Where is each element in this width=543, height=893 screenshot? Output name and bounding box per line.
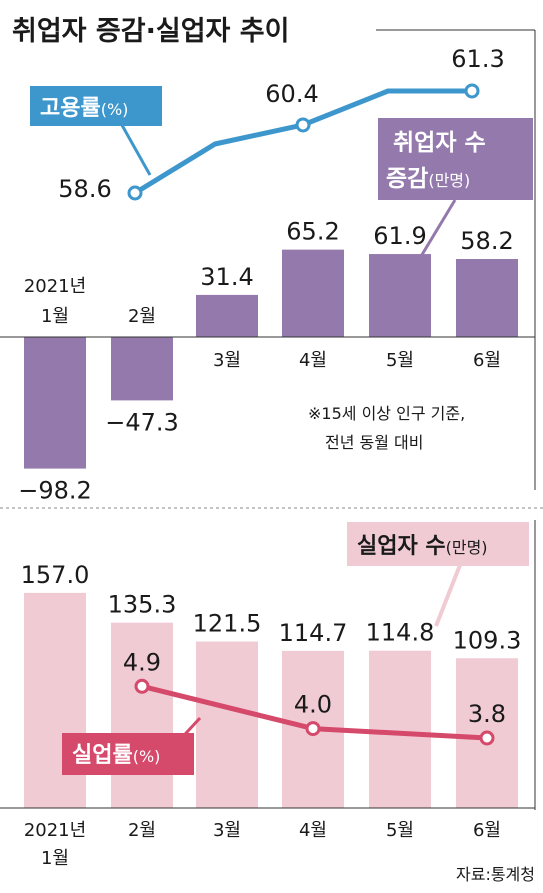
unemployment-rate-label-box	[62, 733, 194, 775]
unemployed-count-value-label: 121.5	[193, 610, 262, 638]
employment-change-label-line2: 증감(만명)	[386, 166, 470, 192]
employment-rate-value-label: 60.4	[265, 80, 318, 108]
employment-change-bar	[196, 294, 258, 337]
employment-rate-value-label: 61.3	[451, 45, 504, 73]
unemployment-rate-point	[479, 730, 495, 746]
unemployed-count-value-label: 114.7	[279, 619, 348, 647]
unemployed-count-category-label: 5월	[386, 820, 414, 841]
employment-change-bar	[369, 254, 431, 337]
employment-change-category-label: 2월	[128, 306, 156, 327]
employment-change-category-label: 1월	[41, 306, 69, 327]
unemployed-count-bars: 157.0 2021년 1월 135.3 2월 121.5 3월 114.7 4월 114.8 5월…	[0, 561, 535, 869]
employment-rate-point	[127, 185, 143, 201]
unemployed-count-category-label: 6월	[473, 820, 501, 841]
unemployment-rate-value-label: 4.9	[123, 648, 161, 676]
employment-change-value-label: −98.2	[18, 477, 92, 505]
employment-change-value-label: 61.9	[373, 222, 426, 250]
unemployed-count-label: 실업자 수(만명)	[347, 522, 529, 627]
unemployed-count-label-text: 실업자 수(만명)	[357, 534, 488, 559]
employment-change-label-box	[378, 118, 533, 200]
unemployment-rate-line: 4.9 4.0 3.8	[123, 648, 506, 746]
base-note-line2: 전년 동월 대비	[325, 433, 424, 452]
employment-change-bar	[24, 337, 86, 469]
base-note-line1: ※15세 이상 인구 기준,	[308, 404, 465, 423]
unemployment-rate-value-label: 4.0	[294, 691, 332, 719]
employment-rate-point	[295, 117, 311, 133]
employment-change-value-label: −47.3	[105, 408, 179, 436]
unemployment-rate-point	[305, 721, 321, 737]
unemployed-count-value-label: 135.3	[108, 591, 177, 619]
employment-rate-label: 고용률(%)	[30, 86, 162, 176]
employment-rate-label-text: 고용률(%)	[40, 96, 128, 121]
unemployed-count-category-label: 2021년	[24, 820, 86, 841]
unemployed-count-bar	[196, 641, 258, 808]
employment-rate-line: 58.6 60.4 61.3	[58, 45, 504, 203]
employment-change-bars: −98.2 2021년 1월 −47.3 2월 31.4 3월 65.2 4월 61.9 5월 58.…	[0, 218, 535, 505]
unemployment-rate-label-text: 실업률(%)	[72, 743, 160, 768]
unemployed-count-value-label: 109.3	[453, 626, 522, 654]
employment-change-category-label: 2021년	[24, 276, 86, 297]
employment-change-category-label: 3월	[213, 350, 241, 371]
employment-change-category-label: 5월	[386, 350, 414, 371]
employment-change-category-label: 4월	[299, 350, 327, 371]
unemployment-rate-point	[134, 678, 150, 694]
unemployed-count-bar	[111, 622, 173, 808]
unemployed-count-label-box	[347, 522, 529, 566]
chart-title: 취업자 증감·실업자 추이	[12, 16, 289, 47]
employment-change-label-line1: 취업자 수	[393, 130, 486, 156]
employment-change-value-label: 65.2	[286, 218, 339, 246]
unemployed-count-category-label: 4월	[299, 820, 327, 841]
unemployed-count-value-label: 114.8	[366, 619, 435, 647]
unemployment-rate-value-label: 3.8	[468, 700, 506, 728]
unemployed-count-value-label: 157.0	[21, 561, 90, 589]
employment-change-value-label: 31.4	[200, 263, 253, 291]
unemployed-count-bar	[24, 592, 86, 808]
unemployed-count-bar	[369, 650, 431, 808]
unemployed-count-category-label: 2월	[128, 820, 156, 841]
employment-change-bar	[111, 337, 173, 401]
employment-change-category-label: 6월	[473, 350, 501, 371]
employment-rate-value-label: 58.6	[58, 175, 111, 203]
employment-rate-point	[464, 83, 480, 99]
unemployment-rate-label: 실업률(%)	[62, 716, 202, 775]
employment-change-value-label: 58.2	[460, 227, 513, 255]
employment-rate-label-box	[30, 86, 162, 126]
employment-change-bar	[456, 259, 518, 337]
employment-change-label: 취업자 수 증감(만명)	[378, 118, 533, 259]
source-note: 자료:통계청	[456, 865, 535, 884]
unemployed-count-category-label: 3월	[213, 820, 241, 841]
employment-change-bar	[282, 249, 344, 337]
unemployed-count-category-label: 1월	[41, 848, 69, 869]
